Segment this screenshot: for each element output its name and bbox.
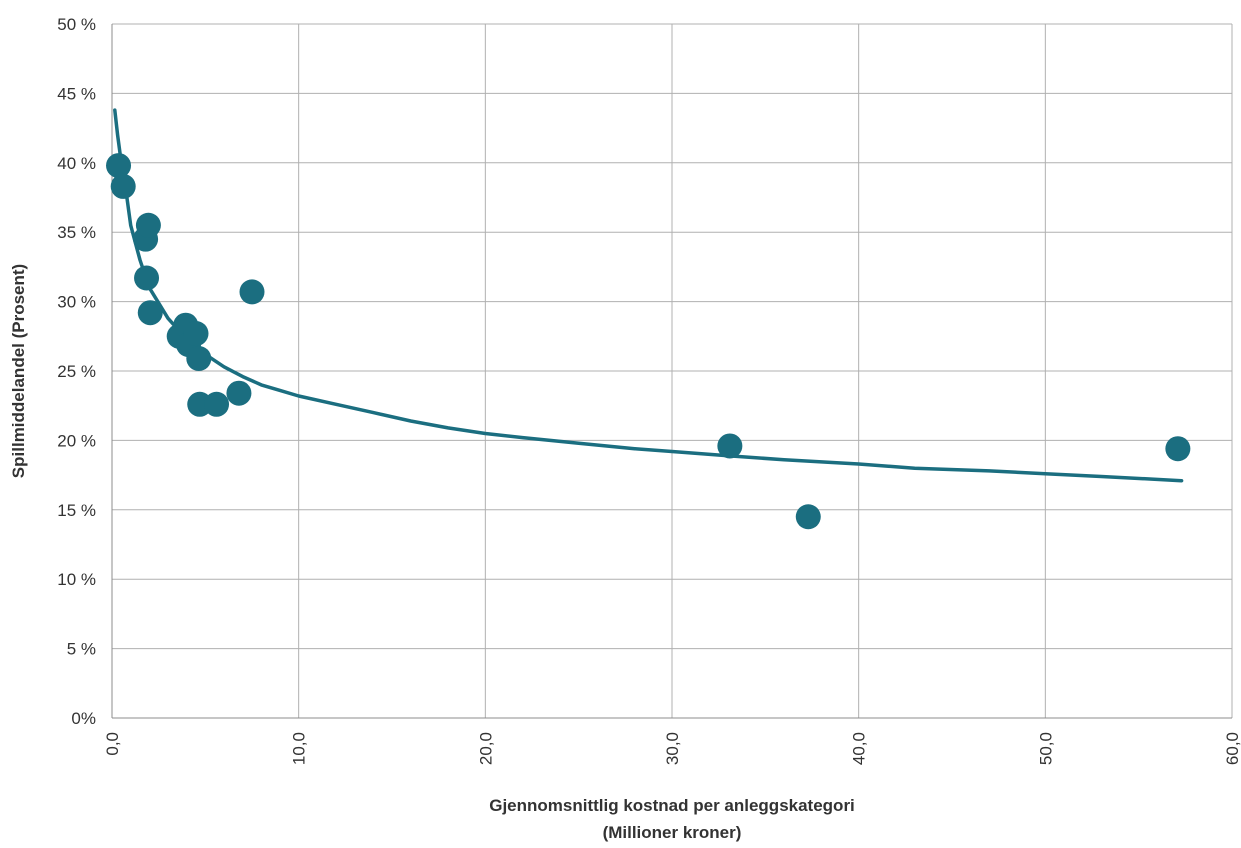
data-point [1165,436,1191,462]
data-point [135,212,161,238]
data-point [183,321,209,347]
y-tick-label: 25 % [57,362,96,381]
data-point [134,265,160,291]
y-axis-title: Spillmiddelandel (Prosent) [9,264,28,478]
y-tick-label: 15 % [57,501,96,520]
x-tick-labels: 0,0 10,0 20,0 30,0 40,0 50,0 60,0 [103,732,1241,765]
data-point [204,391,230,417]
y-tick-labels: 0% 5 % 10 % 15 % 20 % 25 % 30 % 35 % 40 % 45 % 50 … [57,15,96,728]
grid-lines [112,23,1233,718]
trendline-path [113,108,1184,483]
y-tick-label: 5 % [67,640,96,659]
data-point [239,279,265,305]
data-point [795,504,821,530]
data-point [137,300,163,326]
y-tick-label: 20 % [57,431,96,450]
x-tick-label: 0,0 [103,732,122,756]
data-point [110,173,136,199]
axes [111,24,1232,719]
y-tick-label: 0% [71,709,96,728]
x-tick-label: 30,0 [663,732,682,765]
y-tick-label: 50 % [57,15,96,34]
data-point [186,346,212,372]
y-tick-label: 35 % [57,223,96,242]
data-points [106,153,1191,530]
y-tick-label: 30 % [57,293,96,312]
x-tick-label: 40,0 [850,732,869,765]
y-tick-label: 40 % [57,154,96,173]
y-tick-label: 45 % [57,84,96,103]
x-tick-label: 50,0 [1036,732,1055,765]
x-tick-label: 20,0 [476,732,495,765]
data-point [717,433,743,459]
x-axis-title-line-2: (Millioner kroner) [603,823,742,842]
x-axis-title-line-1: Gjennomsnittlig kostnad per anleggskateg… [489,796,855,815]
y-tick-label: 10 % [57,570,96,589]
trendline [113,108,1184,483]
x-tick-label: 60,0 [1223,732,1241,765]
data-point [106,153,132,179]
data-point [226,380,252,406]
x-tick-label: 10,0 [290,732,309,765]
